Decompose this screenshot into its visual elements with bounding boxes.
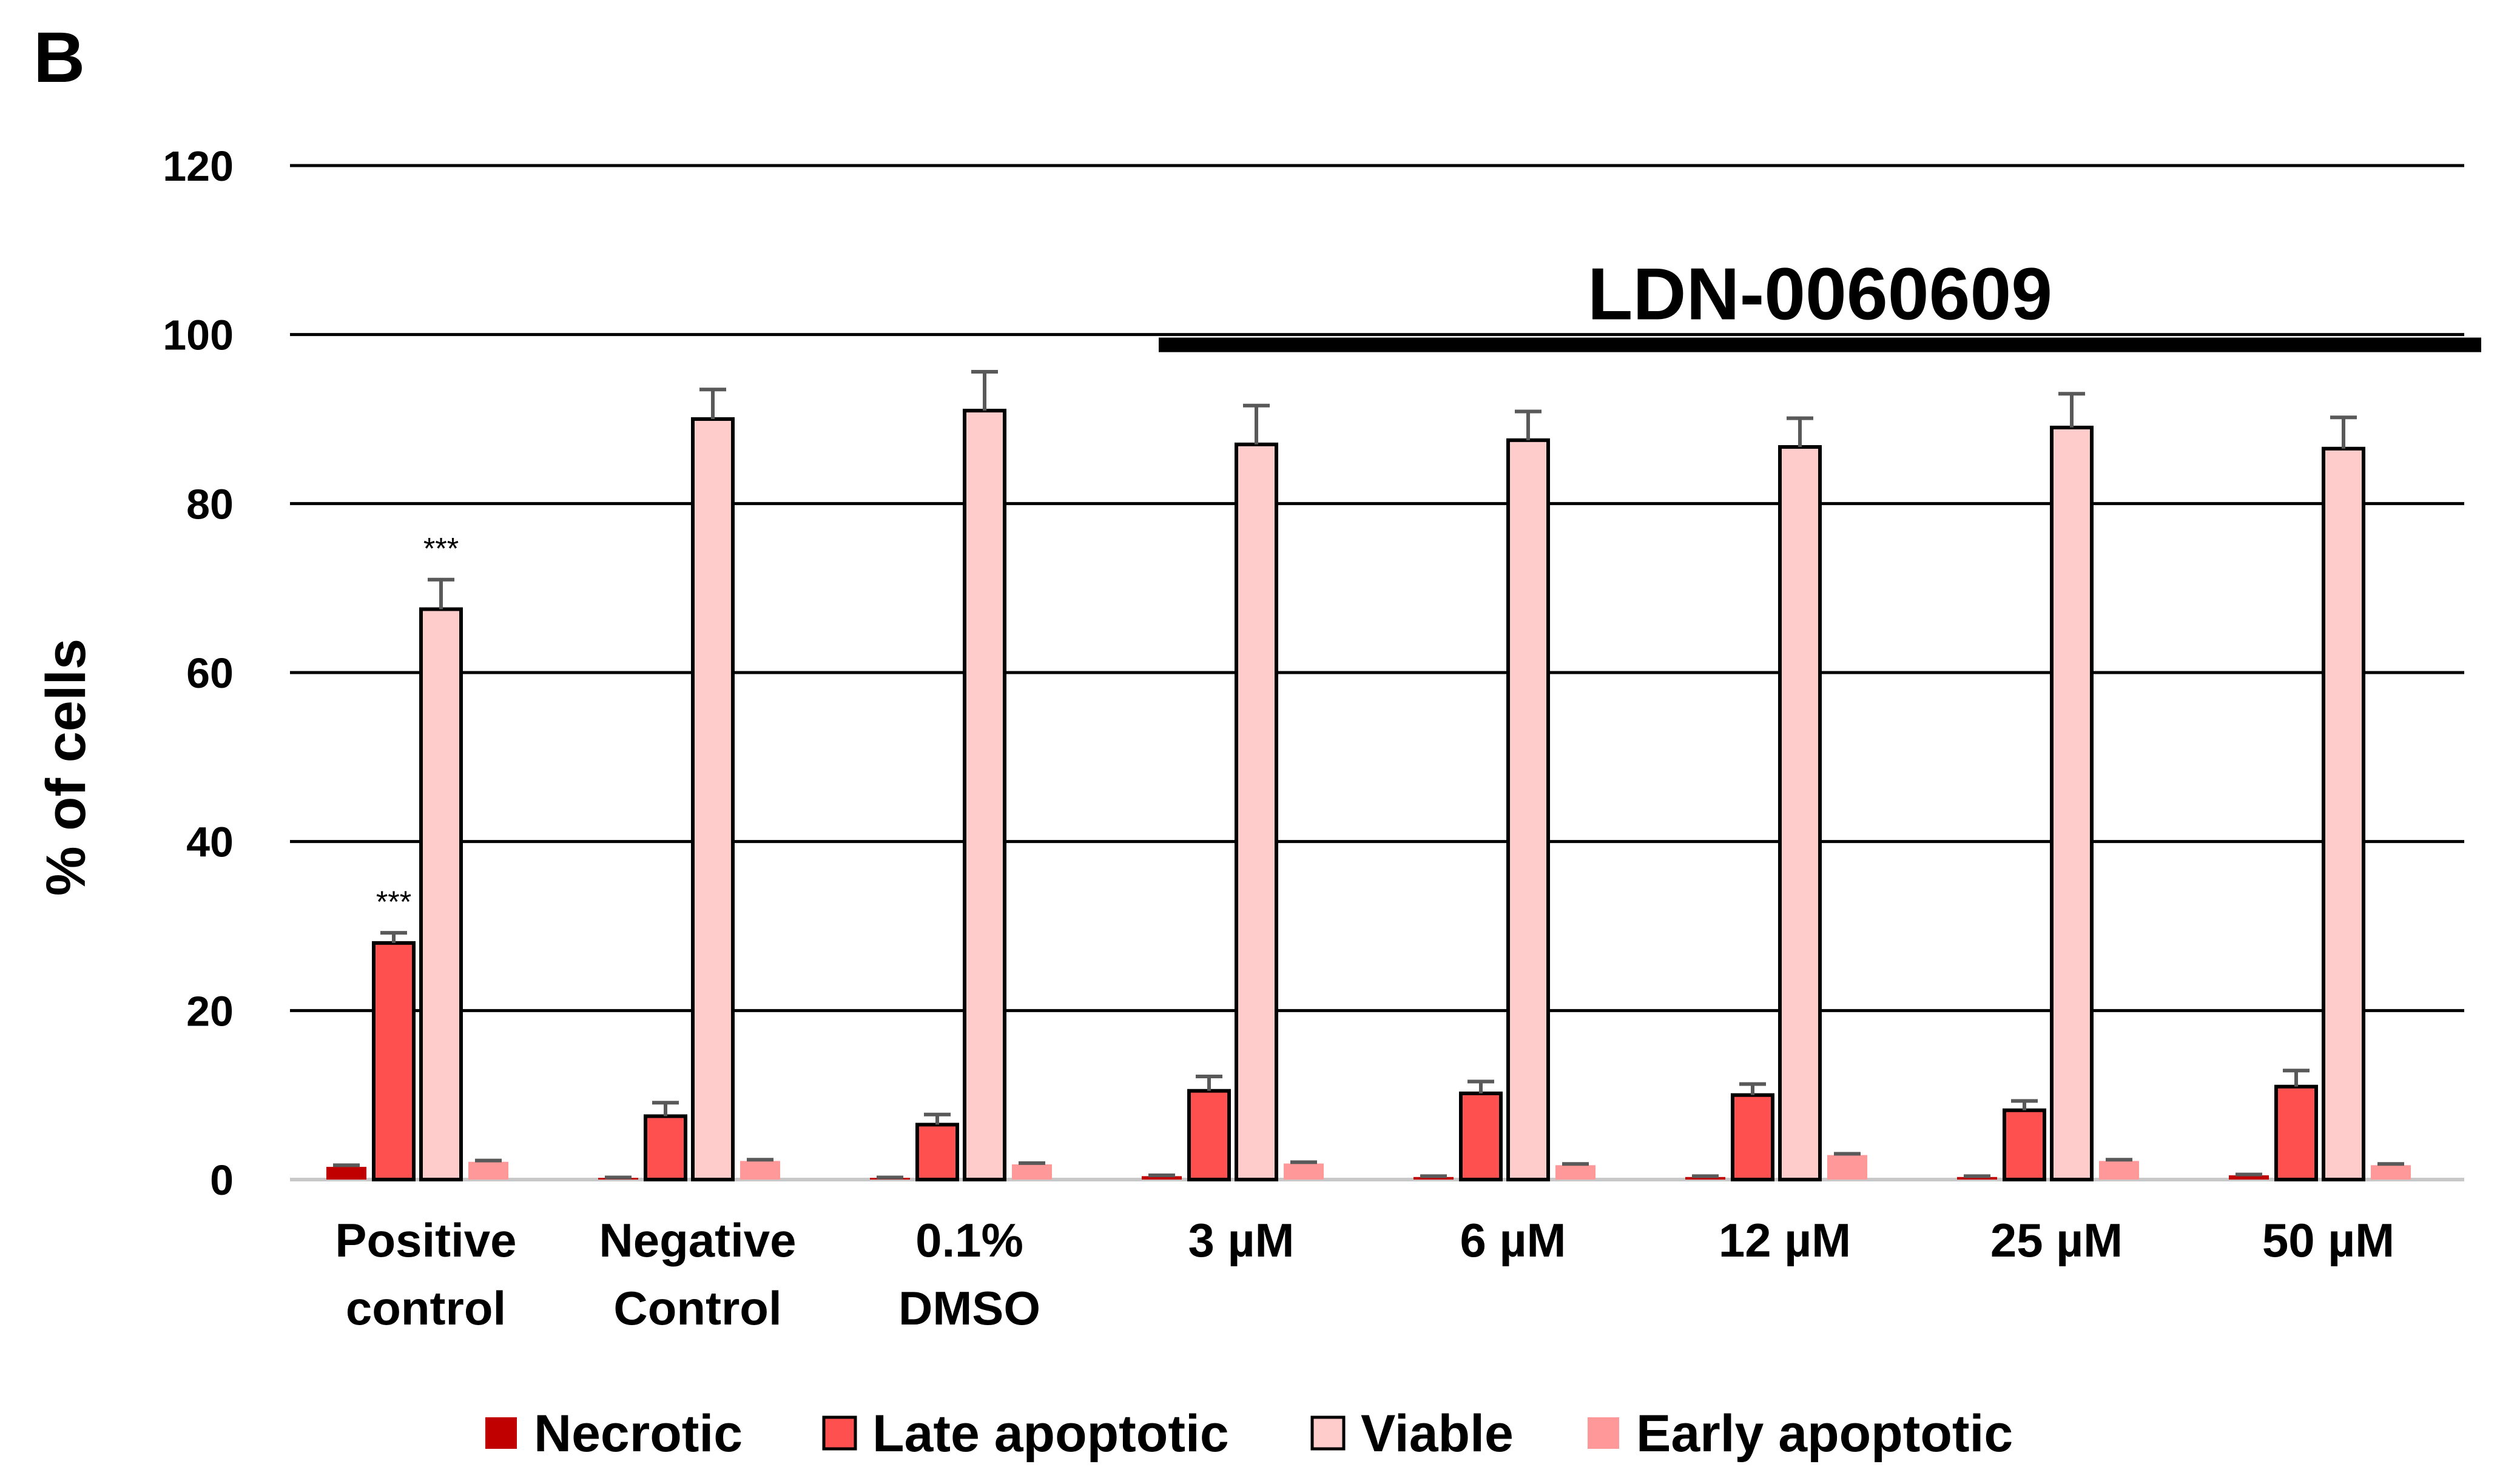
bar-viable [691,417,735,1181]
bar-late-apoptotic [1731,1093,1774,1181]
y-tick-labels: 0 20 40 60 80 100 120 [163,143,234,1204]
bar-early-apoptotic [740,1161,780,1180]
bar-viable [1235,442,1278,1181]
legend-item-viable: Viable [1310,1405,1514,1463]
x-tick-label: 0.1% DMSO [898,1214,1040,1335]
bar-necrotic [1142,1176,1182,1180]
legend-swatch [485,1417,517,1449]
x-tick-label: 3 µM [1188,1214,1295,1267]
legend-label: Necrotic [534,1405,743,1463]
gridlines [290,164,2464,1181]
bar-necrotic [1957,1177,1997,1180]
bar-viable [1506,438,1550,1181]
bar-late-apoptotic [372,941,416,1182]
x-tick-label: 6 µM [1460,1214,1566,1267]
bar-late-apoptotic [644,1114,687,1181]
legend: Necrotic Late apoptotic Viable Early apopto… [485,1405,2013,1463]
bar-early-apoptotic [1827,1155,1867,1180]
legend-label: Viable [1361,1405,1514,1463]
legend-swatch [1310,1415,1346,1451]
bar-viable [419,607,463,1181]
bracket-label: LDN-0060609 [1588,253,2052,335]
bars [326,409,2411,1182]
legend-item-necrotic: Necrotic [485,1405,743,1463]
bar-necrotic [326,1167,366,1180]
x-tick-labels: Positive control Negative Control 0.1% DMSO 3 … [335,1214,2394,1335]
x-tick-label: 12 µM [1719,1214,1851,1267]
legend-item-early-apoptotic: Early apoptotic [1588,1405,2013,1463]
bar-late-apoptotic [2003,1108,2046,1182]
bar-late-apoptotic [1187,1089,1231,1181]
treatment-bracket: LDN-0060609 [1159,253,2481,352]
x-tick-label: 25 µM [1990,1214,2123,1267]
bar-late-apoptotic [2274,1084,2318,1181]
significance-marker: *** [376,885,411,919]
y-tick-label: 80 [186,480,234,528]
bar-late-apoptotic [915,1123,959,1182]
bar-viable [2322,446,2365,1181]
bar-early-apoptotic [1555,1165,1595,1180]
significance-marker: *** [423,532,459,566]
y-tick-label: 120 [163,143,234,190]
x-tick-label: 50 µM [2262,1214,2394,1267]
y-axis-label: % of cells [35,639,97,896]
y-tick-label: 40 [186,819,234,866]
significance-annotations: *** *** [376,532,459,919]
y-tick-label: 0 [210,1157,234,1204]
legend-item-late-apoptotic: Late apoptotic [822,1405,1229,1463]
legend-label: Late apoptotic [872,1405,1229,1463]
bar-viable [2050,425,2094,1181]
bar-early-apoptotic [1012,1164,1052,1180]
error-bars [333,369,2404,1180]
bar-early-apoptotic [1284,1163,1324,1180]
x-tick-label: Negative Control [599,1214,796,1335]
bar-early-apoptotic [2371,1165,2411,1180]
legend-label: Early apoptotic [1636,1405,2013,1463]
y-tick-label: 20 [186,987,234,1035]
bar-necrotic [1413,1177,1454,1180]
y-tick-label: 100 [163,312,234,359]
bar-early-apoptotic [2099,1161,2139,1180]
panel-label: B [33,18,85,98]
y-tick-label: 60 [186,650,234,697]
legend-swatch [1588,1417,1619,1449]
bar-necrotic [1685,1177,1725,1180]
bar-necrotic [2229,1175,2269,1180]
legend-swatch [822,1415,857,1451]
x-tick-label: Positive control [335,1214,516,1335]
bar-late-apoptotic [1459,1091,1503,1181]
bar-viable [963,409,1006,1181]
bar-early-apoptotic [468,1161,508,1180]
bar-viable [1778,445,1822,1181]
